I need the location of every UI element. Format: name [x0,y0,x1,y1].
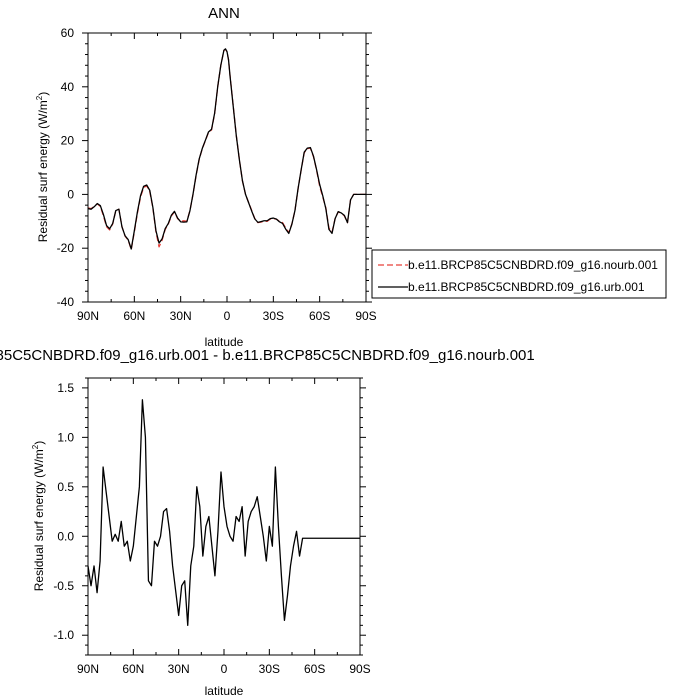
top-plot-frame [87,32,367,303]
chart1-y-tick-label: 1.0 [57,430,74,444]
chart0-x-tick-label: 90S [355,309,376,323]
chart0-y-tick-label: 40 [61,80,75,94]
chart1-x-tick-label: 60N [122,662,144,676]
bottom-plot-frame [87,377,361,656]
top-chart: ANN 90N 60N 30N 0 30S 60S 90S -40 -20 0 20 40 60 lat… [35,5,667,349]
chart0-y-tick-label: 0 [67,187,74,201]
chart1-y-tick-label: 1.5 [57,381,74,395]
top-chart-title: ANN [208,5,240,22]
chart0-x-tick-label: 60N [123,309,145,323]
legend-box [371,249,667,299]
chart0-x-tick-label: 60S [309,309,330,323]
chart0-y-tick-label: -20 [57,241,75,255]
chart0-x-tick-label: 0 [224,309,231,323]
chart1-y-tick-label: 0.0 [57,529,74,543]
bottom-plot-area: 90N 60N 30N 0 30S 60S 90S -1.0 -0.5 0.0 0.5 1.0 1.5 [53,377,371,676]
chart0-y-tick-label: 20 [61,134,75,148]
chart0-series-0-line [87,48,366,251]
chart1-x-tick-label: 90S [349,662,370,676]
chart0-series-1-line [87,48,366,250]
chart0-y-tick-label: 60 [61,26,75,40]
chart1-y-tick-label: -1.0 [53,628,74,642]
legend: b.e11.BRCP85C5CNBDRD.f09_g16.nourb.001 b… [371,249,667,299]
bottom-x-axis-label: latitude [205,684,244,698]
legend-label-urb: b.e11.BRCP85C5CNBDRD.f09_g16.urb.001 [408,280,645,294]
top-y-axis-label: Residual surf energy (W/m2) [35,92,50,243]
bottom-chart-title: b.e11.BRCP85C5CNBDRD.f09_g16.urb.001 - b… [0,347,535,364]
chart1-series-0-line [87,399,360,626]
chart1-x-tick-label: 90N [77,662,99,676]
chart1-x-tick-label: 30S [259,662,280,676]
chart1-x-tick-label: 60S [304,662,325,676]
bottom-y-axis-label: Residual surf energy (W/m2) [31,441,46,592]
chart1-x-tick-label: 0 [221,662,228,676]
chart0-x-tick-label: 30S [263,309,284,323]
chart0-y-tick-label: -40 [57,295,75,309]
top-x-axis-label: latitude [205,335,244,349]
chart1-y-tick-label: 0.5 [57,480,74,494]
chart1-x-tick-label: 30N [168,662,190,676]
chart0-x-tick-label: 90N [77,309,99,323]
bottom-chart: b.e11.BRCP85C5CNBDRD.f09_g16.urb.001 - b… [0,347,535,698]
chart1-y-tick-label: -0.5 [53,579,74,593]
top-plot-area: 90N 60N 30N 0 30S 60S 90S -40 -20 0 20 40 60 [57,26,377,323]
legend-label-nourb: b.e11.BRCP85C5CNBDRD.f09_g16.nourb.001 [408,258,658,272]
chart0-x-tick-label: 30N [170,309,192,323]
